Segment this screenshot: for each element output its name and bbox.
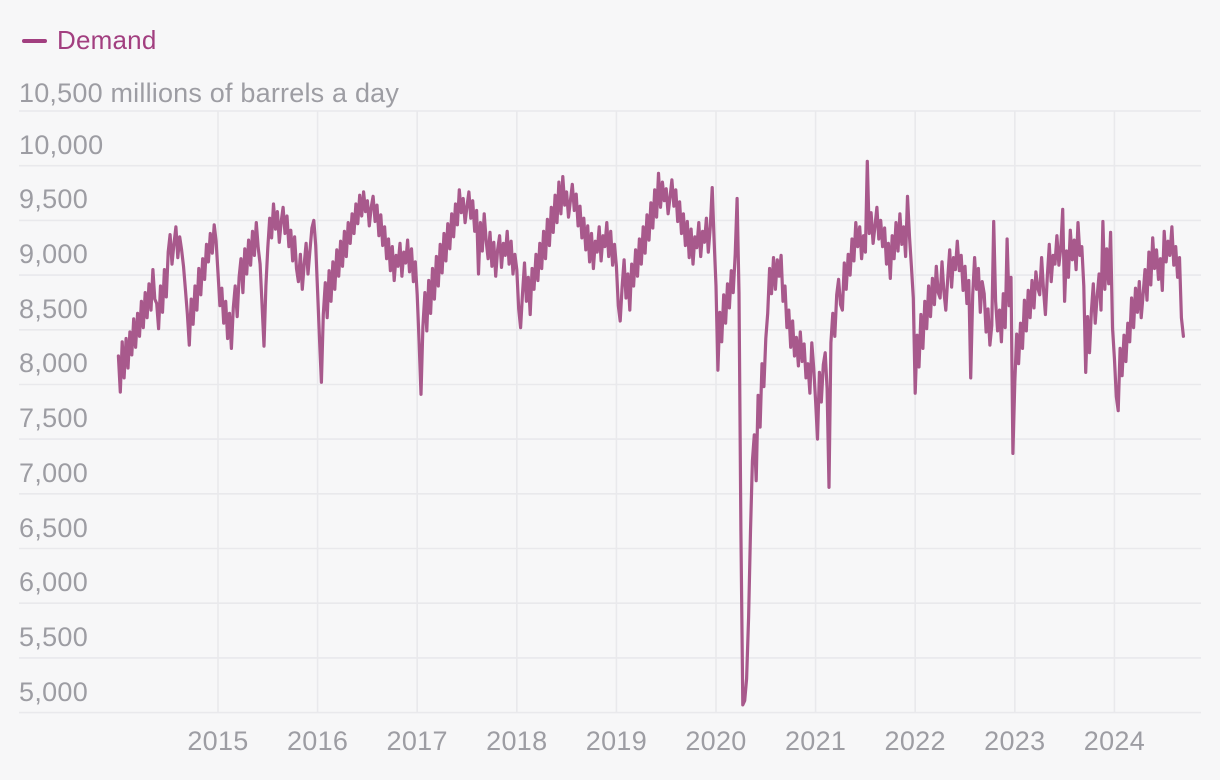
- y-tick-label: 9,500: [19, 184, 89, 215]
- y-tick-label: 7,000: [19, 457, 89, 488]
- y-tick-label: 8,500: [19, 293, 89, 324]
- horizontal-gridlines: [19, 110, 1201, 714]
- x-tick-label: 2022: [884, 726, 946, 756]
- x-tick-label: 2017: [386, 726, 448, 756]
- x-tick-label: 2024: [1083, 726, 1146, 756]
- y-tick-label: 5,500: [19, 621, 89, 652]
- legend: Demand: [22, 25, 156, 56]
- x-tick-label: 2021: [784, 726, 847, 756]
- y-tick-label: 8,000: [19, 348, 89, 379]
- x-tick-label: 2016: [286, 726, 349, 756]
- y-tick-label: 7,500: [19, 403, 89, 434]
- x-tick-label: 2019: [585, 726, 648, 756]
- x-tick-label: 2015: [187, 726, 249, 756]
- y-tick-label: 10,000: [19, 129, 104, 160]
- demand-series-line: [116, 159, 1185, 707]
- x-tick-label: 2018: [486, 726, 548, 756]
- x-tick-label: 2020: [685, 726, 747, 756]
- x-tick-label: 2023: [984, 726, 1046, 756]
- legend-label: Demand: [57, 25, 157, 55]
- y-tick-label: 9,000: [19, 239, 89, 270]
- y-tick-label: 5,000: [19, 676, 89, 707]
- y-tick-label: 6,000: [19, 567, 89, 598]
- y-tick-label: 6,500: [19, 512, 89, 543]
- y-axis-unit-label: 10,500 millions of barrels a day: [19, 78, 400, 108]
- legend-line-swatch-icon: [22, 38, 47, 43]
